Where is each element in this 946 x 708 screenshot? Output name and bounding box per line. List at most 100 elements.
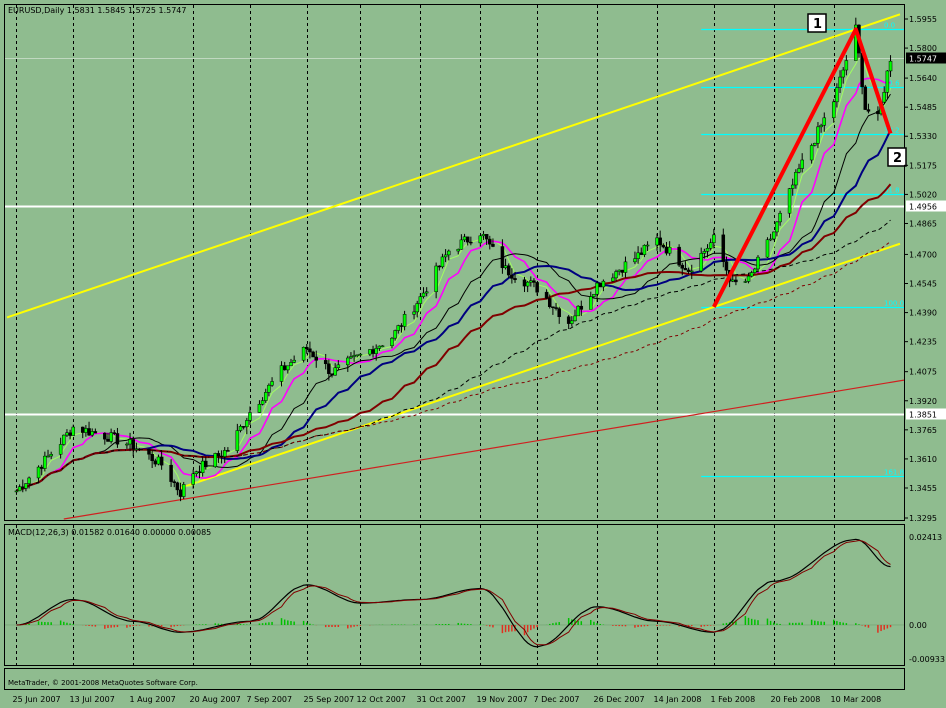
candle-body [844, 60, 849, 71]
time-tick-label: 7 Sep 2007 [247, 695, 293, 704]
candle-body [200, 460, 205, 473]
candle-body [169, 464, 173, 482]
candle-body [128, 439, 132, 445]
candle-body [677, 246, 681, 266]
candle-body [860, 52, 864, 88]
price-tick-label: 1.4865 [909, 219, 937, 228]
price-tick-label: 1.4545 [909, 280, 937, 289]
fib-level-label: 38.2 [884, 127, 900, 135]
candle-body [488, 238, 492, 245]
candle-body [661, 244, 666, 248]
time-tick-label: 25 Sep 2007 [304, 695, 355, 704]
candle-body [289, 362, 293, 367]
candle-body [424, 291, 429, 294]
candle-body [172, 481, 176, 484]
candle-body [39, 466, 44, 469]
candle-body [765, 239, 770, 258]
lower-channel-line [180, 242, 901, 489]
candle-body [292, 359, 296, 363]
candle-body [459, 239, 464, 250]
price-pane-title: EURUSD,Daily 1.5831 1.5845 1.5725 1.5747 [8, 6, 187, 15]
time-tick-label: 1 Aug 2007 [130, 695, 176, 704]
candle-body [90, 431, 94, 436]
candle-body [346, 357, 350, 366]
fib-level-label: 100.0 [884, 300, 904, 308]
candle-body [481, 234, 486, 237]
candle-body [753, 268, 757, 273]
candle-body [819, 124, 823, 128]
time-tick-label: 12 Oct 2007 [357, 695, 406, 704]
candle-body [794, 171, 798, 186]
candle-body [888, 60, 893, 72]
candle-body [204, 460, 208, 468]
price-pane-border [4, 4, 905, 521]
macd-pane-border [4, 524, 905, 666]
candle-body [592, 293, 596, 297]
horizontal-lines [5, 58, 904, 416]
candle-body [150, 454, 154, 461]
candle-body [532, 280, 536, 283]
vertical-grid [16, 5, 835, 665]
candle-body [876, 111, 880, 115]
candle-body [36, 466, 41, 479]
candle-body [465, 236, 470, 243]
candle-body [589, 296, 593, 310]
candle-body [368, 349, 372, 355]
candle-body [636, 252, 640, 259]
candle-body [831, 101, 836, 119]
candle-body [213, 453, 218, 468]
ma-30-line [15, 129, 892, 492]
candle-body [611, 277, 615, 282]
pattern-label-text: 1 [813, 17, 822, 32]
candle-body [756, 256, 760, 270]
candle-body [93, 431, 98, 434]
candle-body [620, 269, 625, 273]
candle-body [260, 400, 265, 405]
candle-body [576, 305, 580, 317]
candle-body [371, 349, 375, 354]
candle-body [62, 434, 66, 445]
candle-body [601, 280, 606, 288]
candle-body [800, 159, 804, 169]
time-tick-label: 20 Feb 2008 [771, 695, 821, 704]
candle-body [667, 246, 672, 254]
candle-body [308, 348, 312, 353]
candle-body [46, 455, 50, 458]
level-price-box [906, 200, 946, 212]
candle-body [131, 439, 135, 450]
candle-body [440, 256, 445, 268]
candle-body [311, 351, 315, 358]
candle-body [882, 92, 886, 103]
ma-50-line [15, 183, 892, 492]
candle-body [396, 325, 401, 331]
price-tick-label: 1.3765 [909, 426, 937, 435]
candle-body [219, 455, 224, 458]
candle-body [506, 265, 511, 276]
candle-body [137, 448, 142, 451]
ma-120-line [16, 241, 891, 492]
candle-body [863, 86, 868, 110]
price-axis: 1.5955 1.5800 1.5640 1.5485 1.5330 1.5175 1.50… [904, 15, 946, 664]
candle-body [554, 307, 558, 309]
candle-body [775, 221, 779, 233]
pattern-label-box [807, 13, 827, 33]
candle-body [469, 241, 473, 244]
pattern-lines: 12 [712, 13, 907, 308]
candle-body [355, 354, 360, 357]
price-tick-label: 1.5485 [909, 103, 937, 112]
candle-body [68, 432, 72, 436]
fib-level-label: 0.0 [884, 22, 895, 30]
candle-body [80, 426, 85, 433]
candle-body [809, 145, 814, 161]
candle-body [27, 477, 31, 484]
candle-body [699, 253, 703, 272]
candle-body [557, 308, 561, 317]
candle-body [544, 291, 549, 299]
candle-body [772, 231, 776, 240]
empty-pane-border [4, 668, 905, 690]
candle-body [14, 490, 19, 493]
level-price-label: 1.3851 [909, 411, 937, 420]
candle-body [437, 265, 442, 268]
